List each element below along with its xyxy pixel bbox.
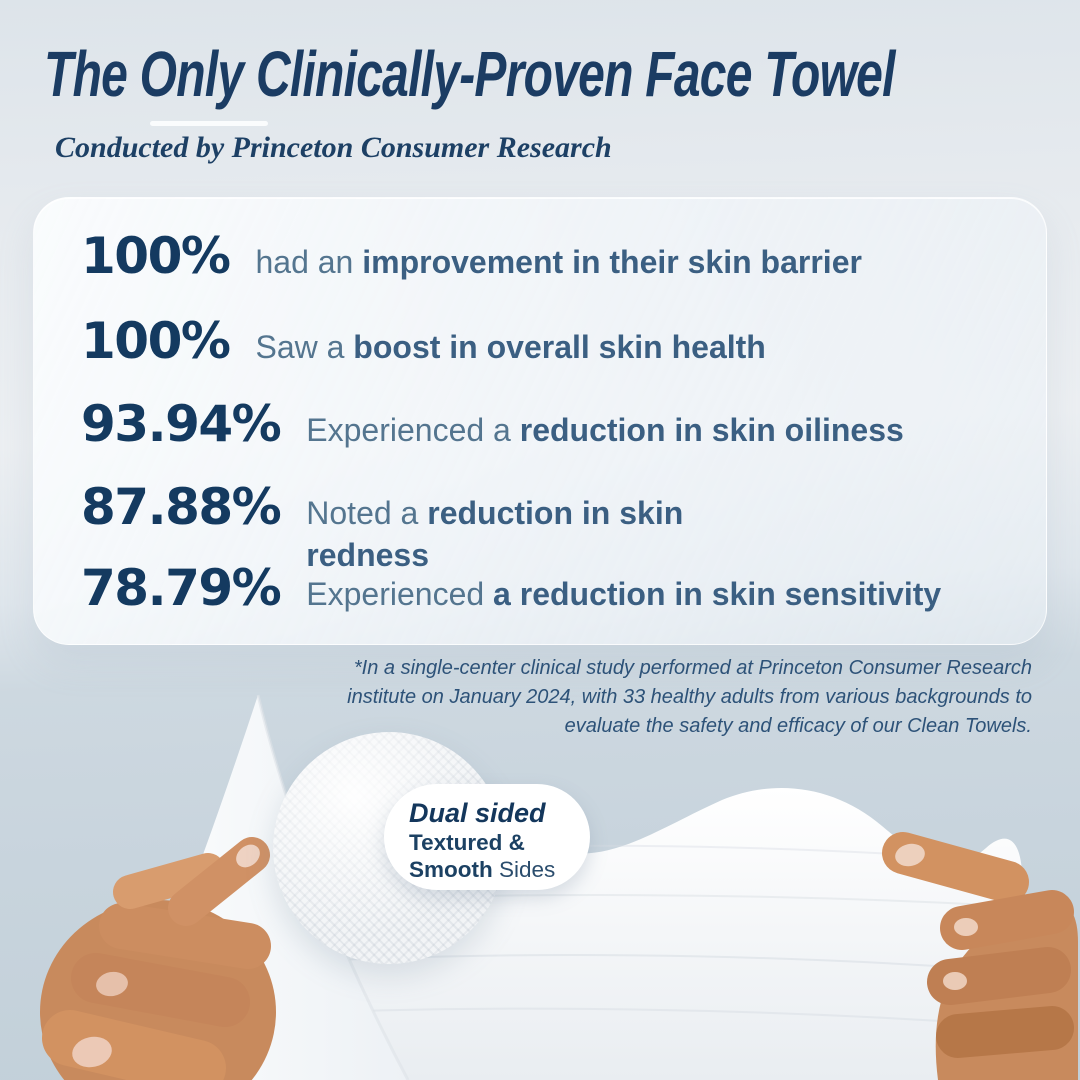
- stat-description: Saw a boost in overall skin health: [255, 329, 766, 365]
- stat-value: 100%: [81, 312, 231, 370]
- stat-description: Experienced a reduction in skin oiliness: [306, 412, 904, 448]
- stat-row-skin-redness: 87.88% Noted a reduction in skin redness: [81, 482, 1028, 576]
- stat-value: 78.79%: [81, 559, 282, 617]
- subtitle: Conducted by Princeton Consumer Research: [55, 131, 612, 164]
- stat-description: Experienced a reduction in skin sensitiv…: [306, 576, 942, 612]
- badge-title: Dual sided: [409, 798, 546, 828]
- badge-line-textured: Textured &: [409, 829, 525, 855]
- stats-card: 100% had an improvement in their skin ba…: [33, 197, 1047, 645]
- stat-row-skin-oiliness: 93.94% Experienced a reduction in skin o…: [81, 399, 1028, 451]
- stat-description: Noted a reduction in skin redness: [306, 495, 684, 574]
- stat-value: 100%: [81, 227, 231, 285]
- dual-sided-badge: Dual sided Textured & Smooth Sides: [384, 784, 590, 890]
- left-hand-illustration: [40, 837, 276, 1080]
- stat-description: had an improvement in their skin barrier: [255, 244, 862, 280]
- stat-row-skin-sensitivity: 78.79% Experienced a reduction in skin s…: [81, 563, 1028, 615]
- right-hand-illustration: [882, 832, 1078, 1080]
- stat-row-skin-barrier: 100% had an improvement in their skin ba…: [81, 231, 1028, 283]
- page-title: The Only Clinically-Proven Face Towel: [44, 38, 895, 110]
- stat-row-skin-health: 100% Saw a boost in overall skin health: [81, 316, 1028, 368]
- badge-content: Dual sided Textured & Smooth Sides: [384, 784, 590, 884]
- study-footnote: *In a single-center clinical study perfo…: [347, 657, 1032, 737]
- stat-value: 93.94%: [81, 395, 282, 453]
- badge-line-smooth-sides: Smooth Sides: [409, 857, 556, 883]
- title-underline: [150, 121, 268, 126]
- stat-value: 87.88%: [81, 478, 282, 536]
